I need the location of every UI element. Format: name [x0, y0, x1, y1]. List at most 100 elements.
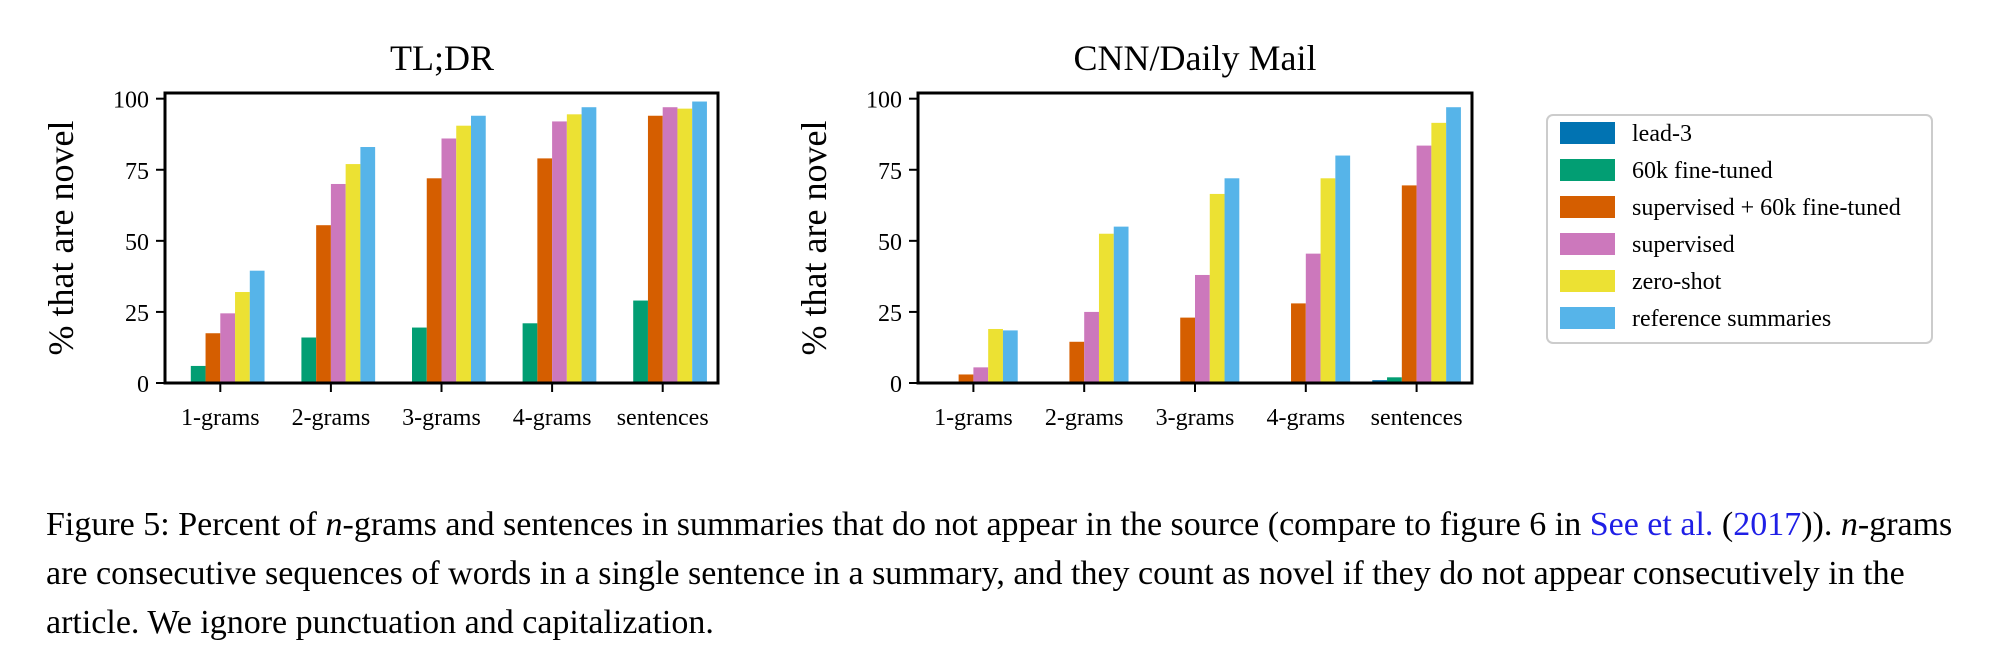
bar-supervised: [220, 313, 236, 383]
bar-reference-summaries: [1224, 178, 1240, 383]
legend-label: supervised + 60k fine-tuned: [1632, 195, 1901, 221]
bar-reference-summaries: [360, 147, 376, 383]
caption-n-symbol: n: [1840, 506, 1858, 543]
bar-supervised-60k-fine-tuned: [958, 374, 974, 383]
x-tick-label: 3-grams: [402, 405, 481, 431]
legend-label: reference summaries: [1632, 306, 1831, 332]
bar-supervised: [441, 138, 457, 383]
x-tick-label: sentences: [1371, 405, 1463, 431]
bar-supervised-60k-fine-tuned: [426, 178, 442, 383]
bar-supervised: [662, 107, 678, 383]
caption-n-symbol: n: [325, 506, 343, 543]
bar-supervised: [1195, 274, 1210, 383]
x-tick-label: 2-grams: [292, 405, 371, 431]
y-tick-label: 100: [866, 88, 902, 114]
bar-zero-shot: [988, 328, 1003, 383]
bar-reference-summaries: [470, 115, 486, 384]
caption-text: Percent of: [169, 506, 326, 543]
x-tick-label: 3-grams: [1156, 405, 1235, 431]
caption-text: )).: [1801, 506, 1841, 543]
plot-frame: [163, 91, 720, 385]
bar-zero-shot: [1209, 193, 1225, 383]
bar-supervised-60k-fine-tuned: [1291, 303, 1306, 383]
legend-swatch: [1560, 159, 1615, 181]
x-tick-label: sentences: [617, 405, 709, 431]
bar-supervised-60k-fine-tuned: [1180, 317, 1195, 383]
citation-link-see-et-al[interactable]: See et al.: [1589, 506, 1714, 543]
caption-text: -grams are consecutive sequences of word…: [46, 506, 1953, 641]
bar-supervised: [973, 367, 989, 383]
y-tick-label: 0: [890, 372, 902, 398]
bar-supervised-60k-fine-tuned: [205, 333, 221, 383]
legend-swatch: [1560, 307, 1615, 329]
chart-title: TL;DR: [390, 38, 494, 78]
bar-reference-summaries: [692, 101, 707, 383]
bar-supervised-60k-fine-tuned: [647, 115, 663, 384]
figure-canvas: TL;DR % that are novel 0 25 50 75 100 1-grams 2-…: [41, 38, 1933, 431]
chart-cnn-daily-mail: CNN/Daily Mail % that are novel 0 25 50 75 100…: [794, 38, 1474, 431]
bar-supervised-60k-fine-tuned: [537, 158, 553, 383]
y-axis-label: % that are novel: [794, 121, 834, 356]
bar-zero-shot: [456, 125, 471, 383]
legend-label: zero-shot: [1632, 269, 1722, 295]
bar-reference-summaries: [581, 107, 597, 383]
bar-zero-shot: [566, 114, 582, 383]
y-tick-label: 100: [113, 88, 149, 114]
legend-label: lead-3: [1632, 121, 1692, 147]
bar-60k-fine-tuned: [1387, 377, 1402, 383]
bar-reference-summaries: [1113, 226, 1129, 383]
y-axis-label: % that are novel: [41, 121, 81, 356]
bar-supervised: [1305, 253, 1321, 383]
legend-swatch: [1560, 122, 1615, 144]
chart-title: CNN/Daily Mail: [1074, 38, 1317, 78]
bar-60k-fine-tuned: [522, 323, 538, 383]
x-tick-label: 4-grams: [1266, 405, 1345, 431]
bar-60k-fine-tuned: [190, 365, 206, 383]
bar-supervised: [1416, 145, 1432, 383]
figure-caption: Figure 5: Percent of n-grams and sentenc…: [46, 500, 1986, 647]
bar-supervised: [330, 183, 346, 383]
bar-zero-shot: [677, 108, 693, 383]
legend-label: supervised: [1632, 232, 1735, 258]
x-tick-label: 2-grams: [1045, 405, 1124, 431]
bar-60k-fine-tuned: [301, 337, 317, 383]
caption-text: -grams and sentences in summaries that d…: [342, 506, 1590, 543]
plot-frame: [916, 91, 1474, 385]
bar-supervised-60k-fine-tuned: [1401, 185, 1417, 383]
bar-60k-fine-tuned: [412, 327, 427, 383]
citation-link-2017[interactable]: 2017: [1733, 506, 1802, 543]
bar-zero-shot: [235, 292, 250, 383]
bar-supervised: [552, 121, 567, 384]
caption-text: (: [1713, 506, 1734, 543]
legend-frame: [1546, 114, 1933, 344]
legend-label: 60k fine-tuned: [1632, 158, 1773, 184]
bar-supervised-60k-fine-tuned: [316, 225, 331, 383]
bar-reference-summaries: [1335, 155, 1351, 383]
y-tick-label: 25: [125, 301, 149, 327]
x-tick-label: 1-grams: [934, 405, 1013, 431]
bar-zero-shot: [1320, 178, 1336, 383]
y-tick-label: 0: [137, 372, 149, 398]
bar-zero-shot: [1098, 233, 1114, 383]
chart-tldr: TL;DR % that are novel 0 25 50 75 100 1-grams 2-…: [41, 38, 720, 431]
y-tick-label: 50: [125, 230, 149, 256]
legend-swatch: [1560, 196, 1615, 218]
bar-supervised-60k-fine-tuned: [1069, 341, 1085, 383]
bar-60k-fine-tuned: [633, 300, 648, 383]
y-tick-label: 50: [878, 230, 902, 256]
x-tick-label: 4-grams: [513, 405, 592, 431]
y-tick-label: 75: [878, 159, 902, 185]
legend: lead-3 60k fine-tuned supervised + 60k fin…: [1546, 114, 1933, 344]
legend-swatch: [1560, 270, 1615, 292]
y-tick-label: 25: [878, 301, 902, 327]
caption-label: Figure 5:: [46, 506, 170, 543]
y-tick-label: 75: [125, 159, 149, 185]
x-tick-label: 1-grams: [181, 405, 260, 431]
bar-zero-shot: [1431, 122, 1447, 384]
bar-reference-summaries: [1002, 330, 1018, 383]
bar-zero-shot: [345, 164, 361, 383]
bar-supervised: [1084, 311, 1099, 383]
legend-swatch: [1560, 233, 1615, 255]
bar-reference-summaries: [1446, 107, 1461, 383]
bar-reference-summaries: [249, 270, 265, 383]
